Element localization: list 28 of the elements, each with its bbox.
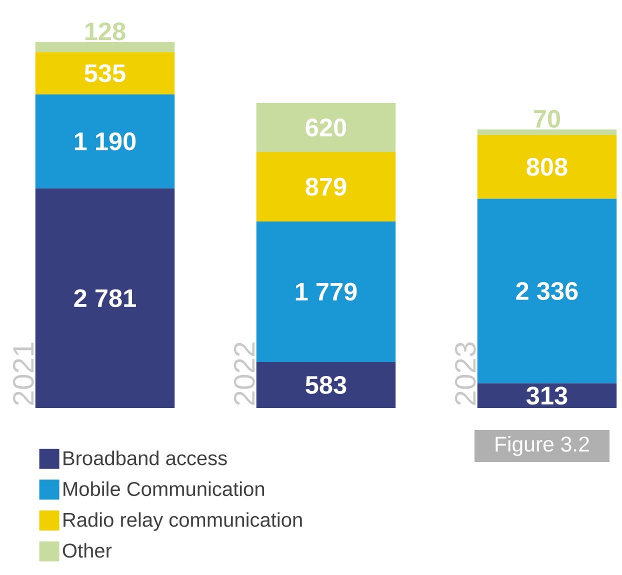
bar (256, 362, 396, 408)
data-label: 1 190 (74, 132, 136, 150)
data-label: 2 336 (516, 282, 578, 300)
bar (256, 103, 396, 152)
bar (35, 188, 175, 408)
bar (477, 198, 617, 384)
data-label: 128 (85, 22, 126, 40)
legend-label: Other (62, 543, 112, 558)
bar (256, 152, 396, 222)
data-label: 313 (526, 386, 568, 405)
bar (256, 221, 396, 362)
bar (35, 42, 175, 52)
data-label: 1 779 (296, 282, 357, 301)
legend-label: Mobile Communication (64, 481, 264, 496)
bar (35, 52, 175, 94)
bar (477, 129, 617, 135)
legend-label: Radio relay communication (64, 512, 302, 531)
caption: Figure 3.2 (496, 436, 589, 456)
data-label: 620 (306, 118, 346, 136)
data-label: 808 (526, 158, 568, 176)
bar (477, 134, 617, 199)
data-label: 583 (306, 376, 346, 394)
data-label: 879 (306, 178, 346, 196)
data-label: 535 (84, 64, 126, 82)
bar (35, 94, 175, 188)
data-label: 70 (534, 110, 560, 128)
data-label: 2 781 (74, 289, 136, 308)
legend-label: Broadband access (64, 450, 227, 466)
